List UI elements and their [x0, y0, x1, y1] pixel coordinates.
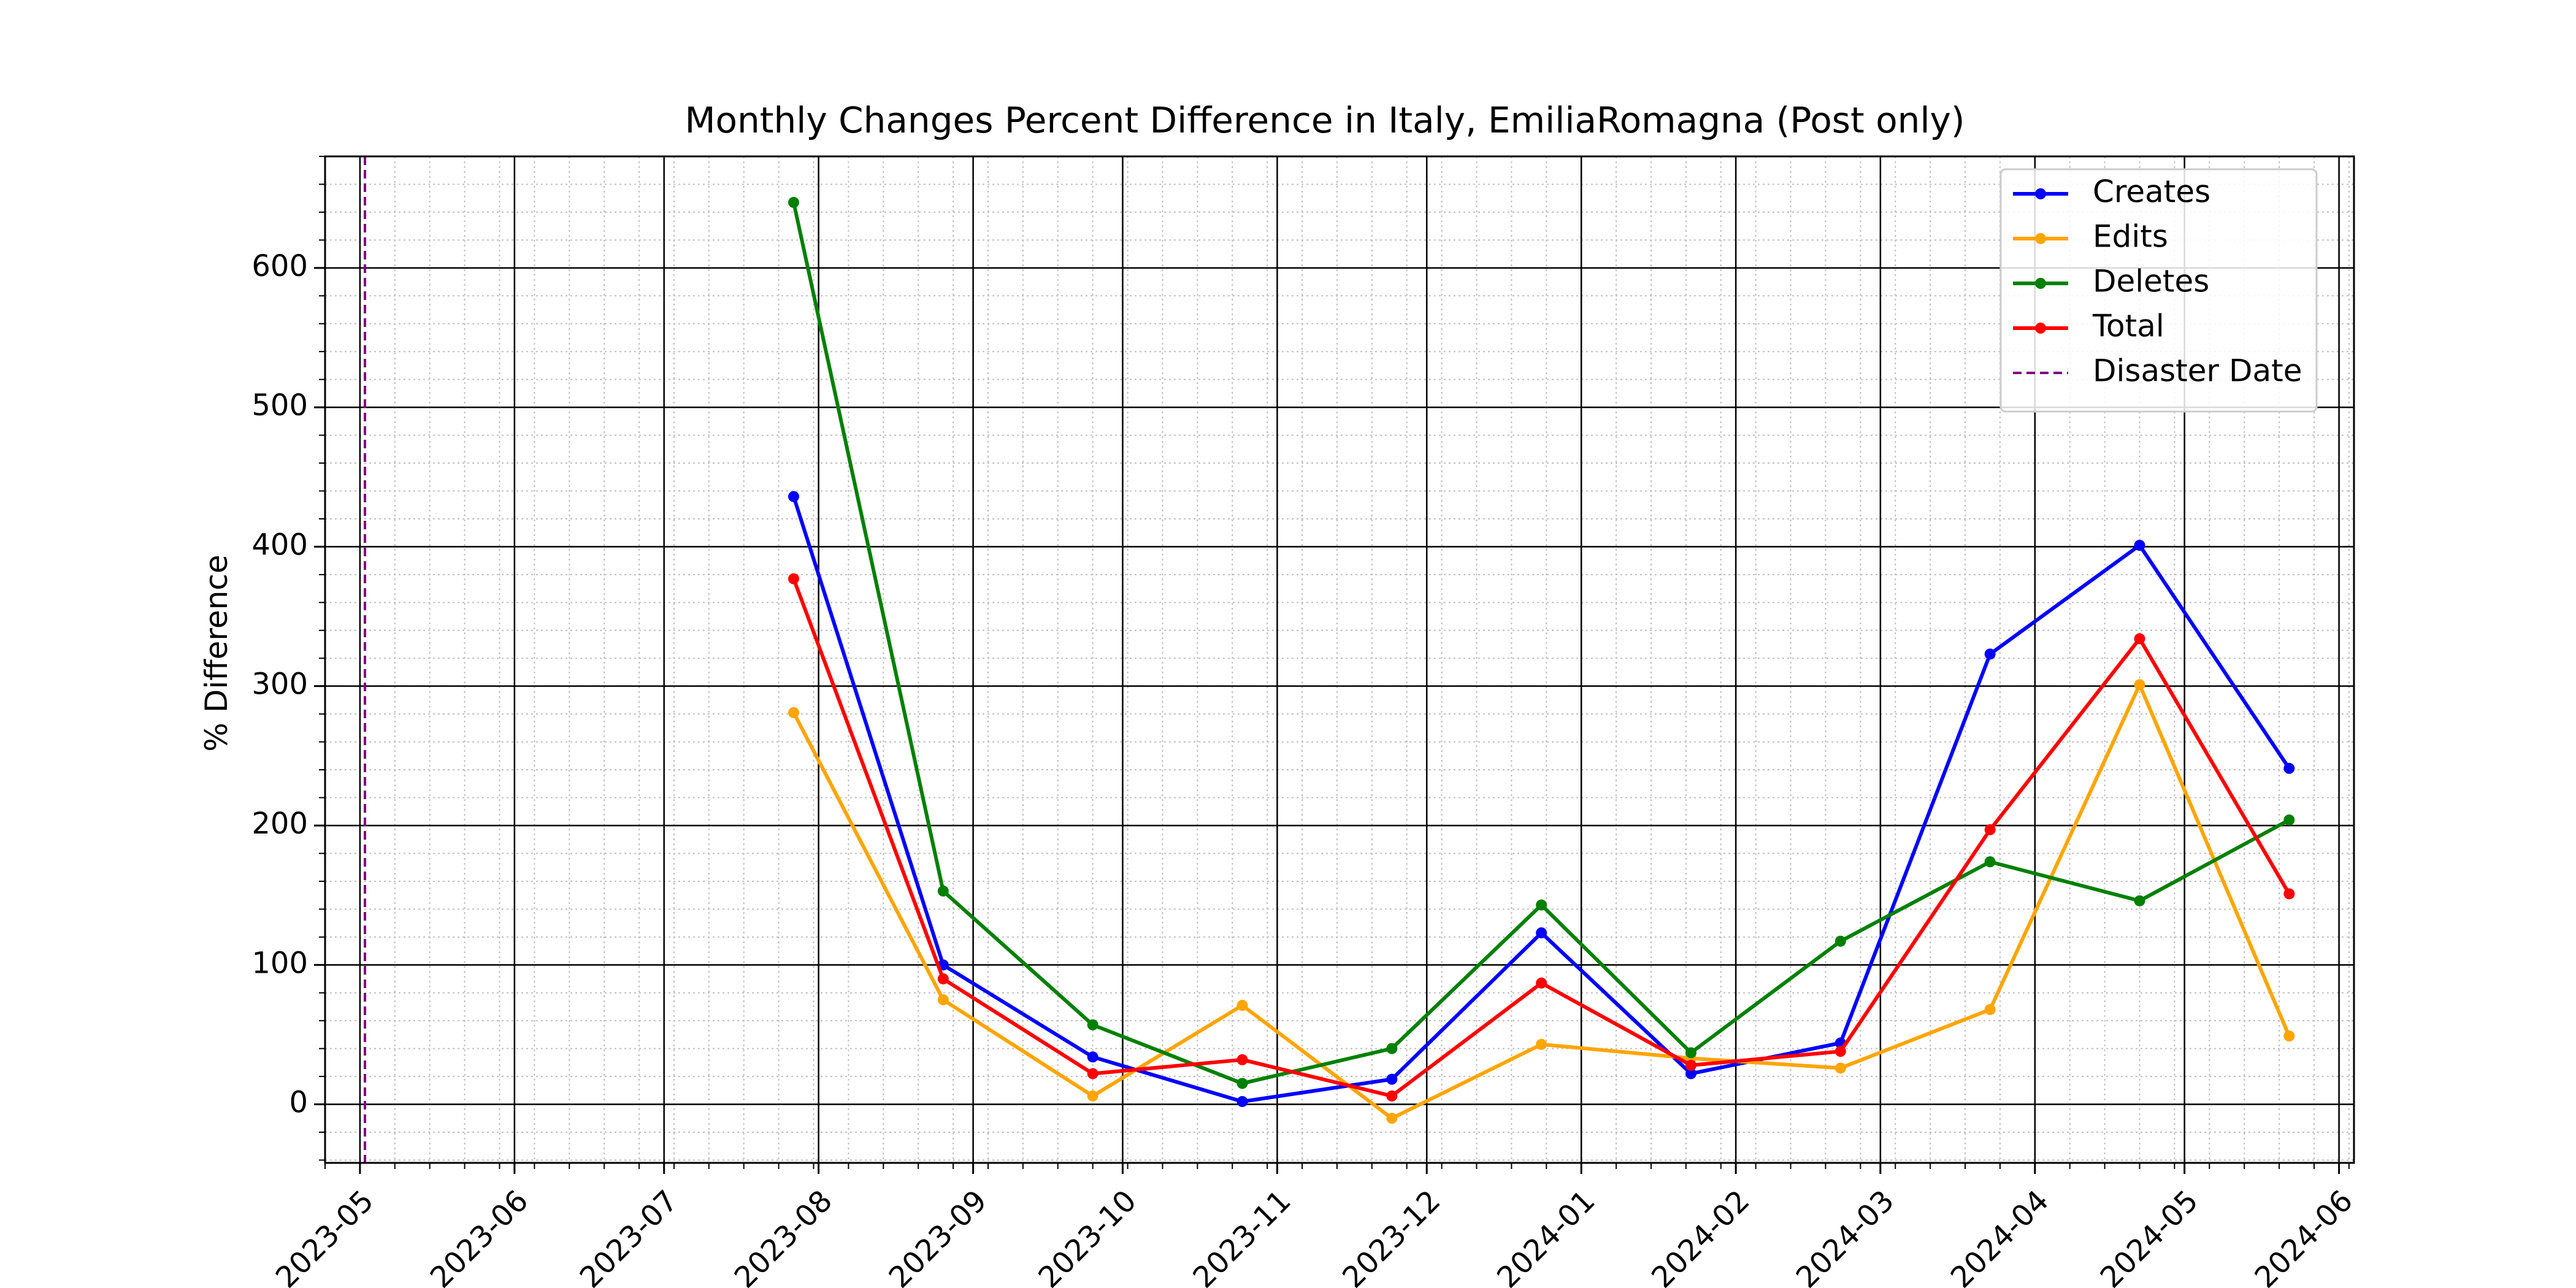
y-tick-label: 0 [289, 1086, 308, 1120]
data-point-deletes [1984, 856, 1996, 868]
y-tick-label: 300 [251, 667, 308, 702]
legend-marker-deletes [2035, 278, 2046, 289]
data-point-creates [2283, 762, 2295, 774]
data-point-deletes [2134, 895, 2145, 907]
y-axis-label: % Difference [199, 554, 234, 751]
data-point-deletes [1834, 935, 1846, 947]
data-point-deletes [1685, 1047, 1697, 1059]
data-point-total [2283, 888, 2295, 900]
x-tick-label: 2024-02 [1645, 1184, 1756, 1288]
series-creates [788, 491, 2295, 1107]
data-point-deletes [788, 197, 800, 209]
x-tick-label: 2023-11 [1186, 1184, 1297, 1288]
data-point-creates [1536, 927, 1547, 938]
chart-title: Monthly Changes Percent Difference in It… [684, 99, 1965, 141]
x-tick-label: 2023-07 [573, 1184, 684, 1288]
data-point-creates [1386, 1073, 1398, 1085]
series-layer [788, 197, 2295, 1124]
y-tick-label: 400 [251, 527, 308, 562]
data-point-edits [937, 994, 949, 1006]
data-point-edits [2134, 679, 2145, 691]
data-point-total [1685, 1059, 1697, 1071]
data-point-deletes [1386, 1043, 1398, 1054]
data-point-creates [1087, 1051, 1098, 1063]
legend-label-creates: Creates [2093, 174, 2210, 210]
data-point-creates [1236, 1095, 1248, 1107]
x-tick-label: 2023-12 [1336, 1184, 1447, 1288]
data-point-creates [1984, 648, 1996, 660]
data-point-creates [788, 491, 800, 502]
legend-label-deletes: Deletes [2093, 264, 2209, 299]
data-point-total [1984, 824, 1996, 835]
data-point-total [1536, 977, 1547, 989]
x-tick-label: 2024-03 [1790, 1184, 1901, 1288]
data-point-total [1834, 1046, 1846, 1057]
data-point-deletes [1087, 1019, 1098, 1030]
data-point-edits [1536, 1038, 1547, 1050]
legend-marker-creates [2035, 188, 2046, 199]
legend-label-total: Total [2092, 309, 2164, 344]
y-tick-label: 600 [251, 249, 308, 283]
data-point-deletes [1536, 899, 1547, 911]
data-point-edits [1236, 1000, 1248, 1011]
legend-item-deletes: Deletes [2013, 264, 2209, 299]
data-point-edits [1386, 1113, 1398, 1124]
legend-label-disaster-date: Disaster Date [2093, 353, 2302, 389]
legend-item-creates: Creates [2013, 174, 2210, 210]
data-point-total [2134, 633, 2145, 645]
x-tick-label: 2023-10 [1032, 1184, 1143, 1288]
x-tick-label: 2023-05 [269, 1184, 380, 1288]
x-tick-label: 2024-05 [2094, 1184, 2205, 1288]
x-tick-label: 2023-08 [728, 1184, 839, 1288]
series-total [788, 573, 2295, 1102]
y-tick-label: 200 [251, 807, 308, 841]
data-point-edits [2283, 1030, 2295, 1042]
data-point-deletes [2283, 814, 2295, 826]
legend: Creates Edits Deletes Total Disaster Date [1999, 168, 2318, 413]
data-point-total [937, 973, 949, 984]
x-tick-label: 2023-06 [424, 1184, 535, 1288]
data-point-total [1236, 1054, 1248, 1065]
data-point-edits [1984, 1003, 1996, 1015]
x-tick-label: 2023-09 [883, 1184, 994, 1288]
data-point-total [788, 573, 800, 585]
data-point-deletes [937, 885, 949, 897]
data-point-total [1087, 1068, 1098, 1079]
legend-marker-total [2035, 323, 2046, 334]
legend-item-total: Total [2013, 309, 2164, 344]
legend-marker-edits [2035, 233, 2046, 244]
plot-frame [324, 155, 2355, 1164]
data-point-deletes [1236, 1078, 1248, 1089]
series-line-creates [792, 496, 2291, 1103]
legend-item-disaster-date: Disaster Date [2013, 353, 2302, 389]
legend-label-edits: Edits [2093, 219, 2168, 255]
x-tick-label: 2024-06 [2248, 1184, 2359, 1288]
data-point-edits [1834, 1062, 1846, 1074]
x-tick-label: 2024-04 [1944, 1184, 2055, 1288]
data-point-edits [1087, 1090, 1098, 1102]
y-tick-label: 500 [251, 388, 308, 423]
y-tick-label: 100 [251, 946, 308, 980]
legend-item-edits: Edits [2013, 219, 2168, 255]
data-point-edits [788, 707, 800, 718]
data-point-total [1386, 1090, 1398, 1102]
series-line-total [792, 578, 2291, 1098]
x-tick-label: 2024-01 [1490, 1184, 1601, 1288]
data-point-creates [2134, 540, 2145, 551]
data-point-creates [1685, 1068, 1697, 1079]
legend-box [1999, 168, 2318, 413]
series-deletes [788, 197, 2295, 1089]
